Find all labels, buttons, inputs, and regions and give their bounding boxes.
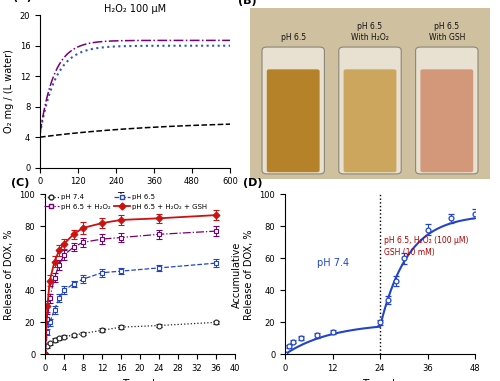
Text: pH 6.5
With H₂O₂: pH 6.5 With H₂O₂: [351, 22, 389, 42]
X-axis label: Time, h: Time, h: [122, 379, 158, 381]
Text: (C): (C): [11, 178, 29, 188]
Text: pH 6.5, H₂O₂ (100 μM)
GSH (10 mM): pH 6.5, H₂O₂ (100 μM) GSH (10 mM): [384, 236, 468, 257]
FancyBboxPatch shape: [267, 69, 320, 172]
Text: pH 6.5
With GSH: pH 6.5 With GSH: [428, 22, 465, 42]
Text: (B): (B): [238, 0, 256, 6]
Text: pH 6.5: pH 6.5: [280, 33, 306, 42]
FancyBboxPatch shape: [420, 69, 473, 172]
FancyBboxPatch shape: [262, 47, 324, 174]
Legend: pH 7.4, pH 6.5 + H₂O₂, pH 6.5, pH 6.5 + H₂O₂ + GSH: pH 7.4, pH 6.5 + H₂O₂, pH 6.5, pH 6.5 + …: [41, 191, 209, 213]
X-axis label: Time, h: Time, h: [362, 379, 398, 381]
Text: (D): (D): [243, 178, 262, 188]
FancyBboxPatch shape: [339, 47, 401, 174]
Y-axis label: Accumulative
Release of DOX, %: Accumulative Release of DOX, %: [232, 229, 254, 320]
Text: (A): (A): [14, 0, 32, 2]
Title: H₂O₂ 100 μM: H₂O₂ 100 μM: [104, 5, 166, 14]
X-axis label: Time, s: Time, s: [118, 192, 152, 202]
Y-axis label: O₂ mg / (L water): O₂ mg / (L water): [4, 50, 14, 133]
Legend: Saline, BM, BMDI: Saline, BM, BMDI: [34, 0, 180, 2]
Y-axis label: Accumulative
Release of DOX, %: Accumulative Release of DOX, %: [0, 229, 14, 320]
FancyBboxPatch shape: [416, 47, 478, 174]
Text: pH 7.4: pH 7.4: [316, 258, 349, 268]
Polygon shape: [250, 8, 490, 179]
FancyBboxPatch shape: [344, 69, 396, 172]
